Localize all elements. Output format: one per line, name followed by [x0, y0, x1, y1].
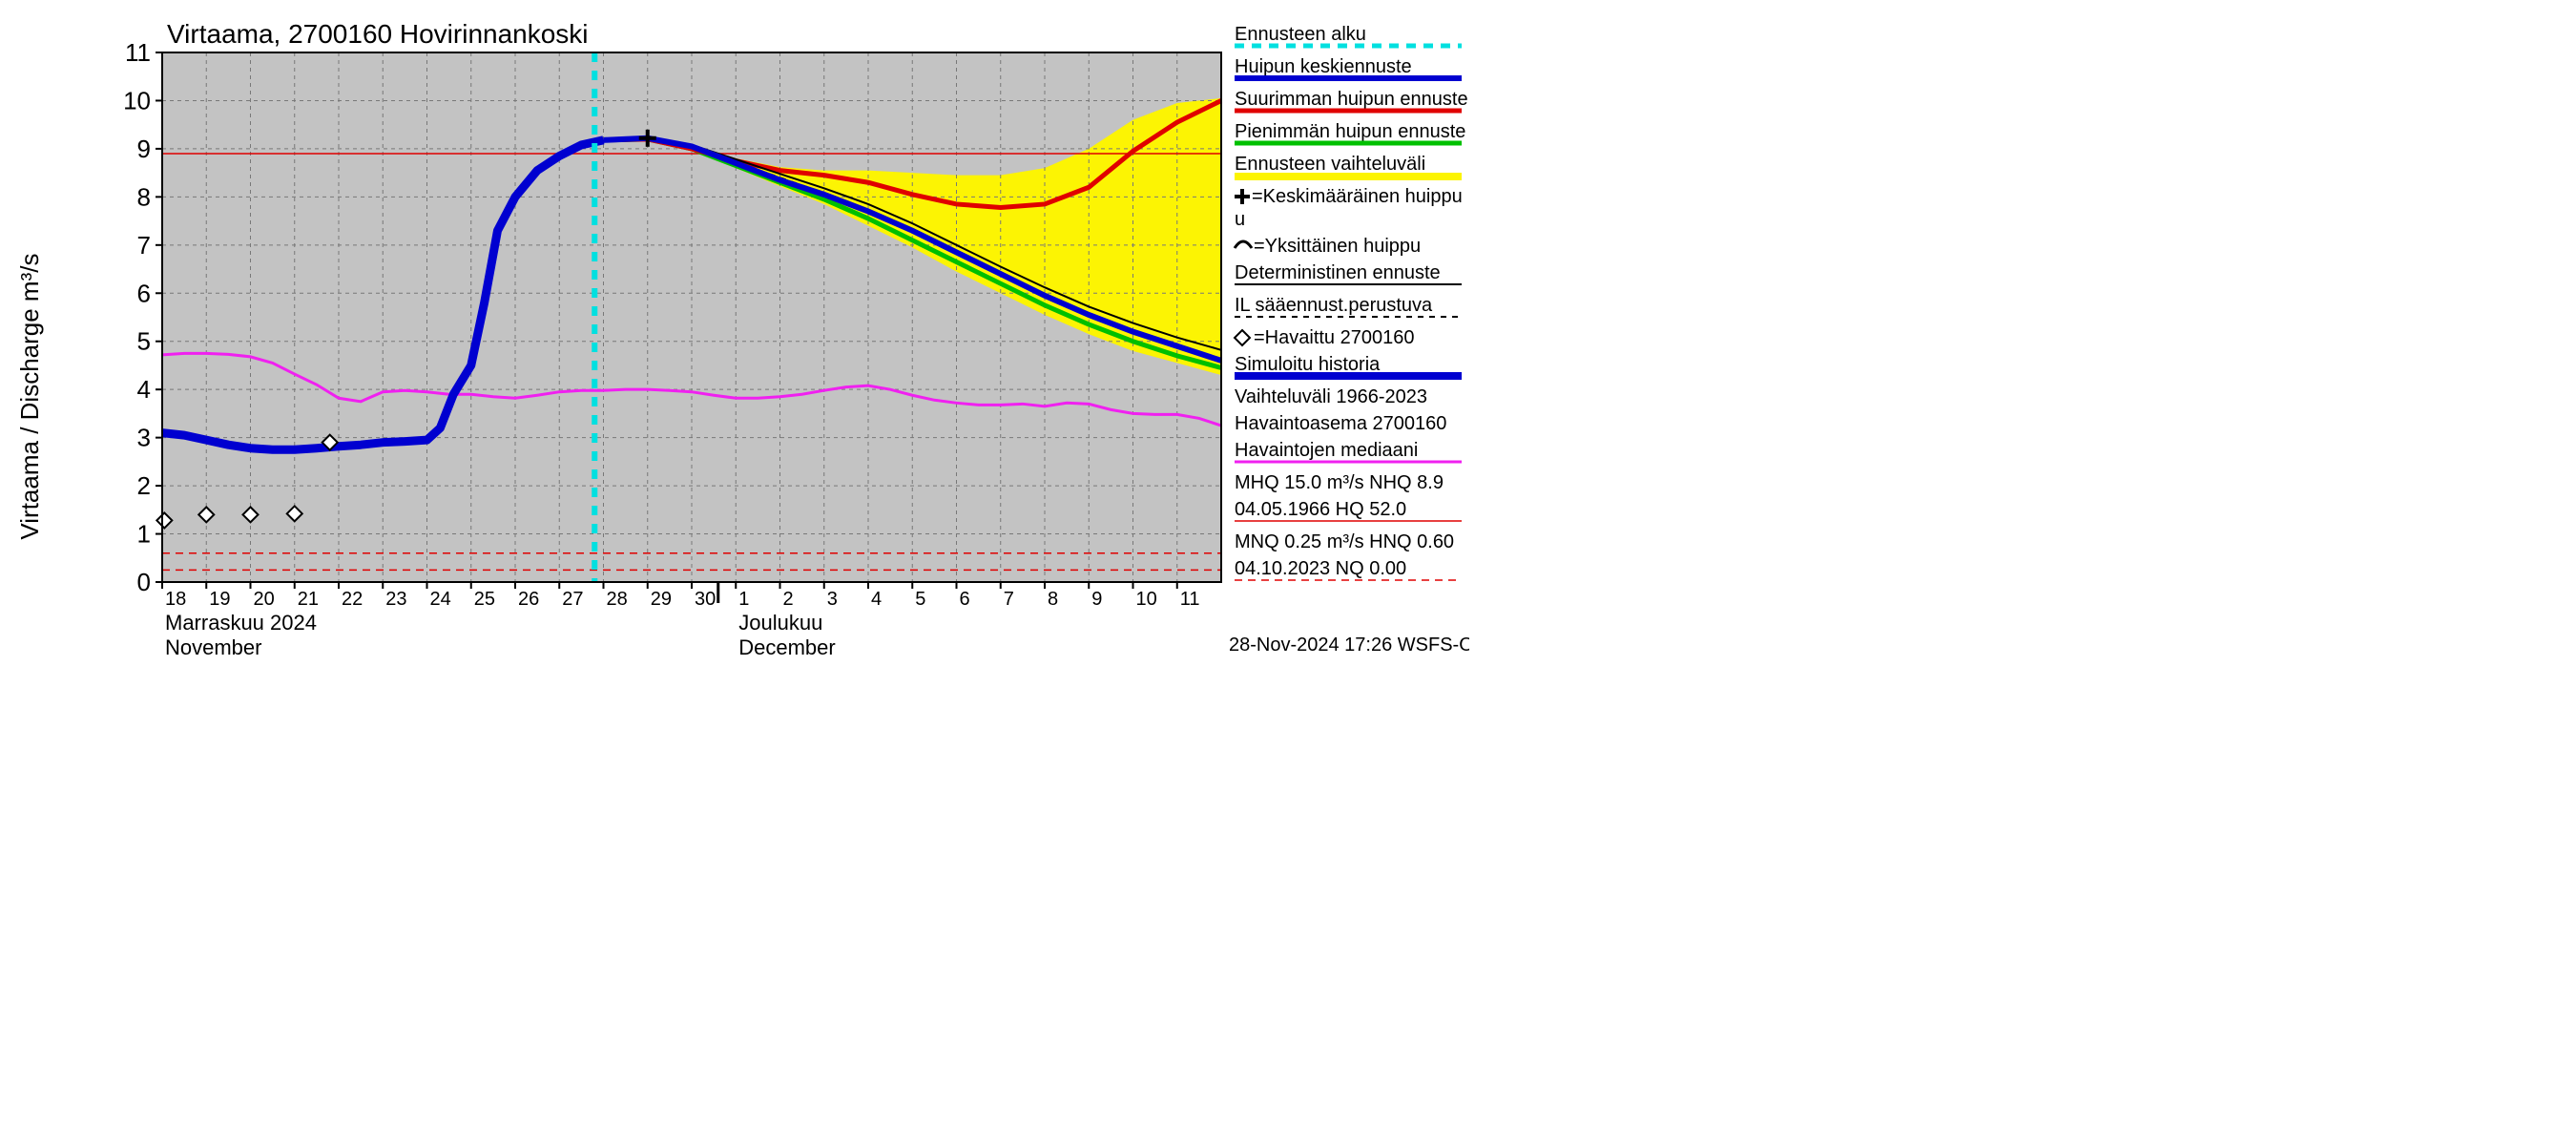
y-axis-label: Virtaama / Discharge m³/s	[15, 254, 44, 540]
legend-label: Simuloitu historia	[1235, 354, 1381, 375]
x-tick-label: 3	[827, 589, 838, 610]
legend-label: Deterministinen ennuste	[1235, 262, 1441, 283]
y-tick-label: 7	[137, 231, 151, 260]
legend-label: Ennusteen vaihteluväli	[1235, 154, 1425, 175]
legend-label: MNQ 0.25 m³/s HNQ 0.60	[1235, 531, 1454, 552]
x-tick-label: 8	[1048, 589, 1058, 610]
x-tick-label: 29	[651, 589, 672, 610]
legend-label: Ennusteen alku	[1235, 24, 1366, 45]
month-label-fi: Marraskuu 2024	[165, 611, 317, 635]
y-tick-label: 0	[137, 568, 151, 596]
x-tick-label: 23	[385, 589, 406, 610]
footer-timestamp: 28-Nov-2024 17:26 WSFS-O	[1229, 635, 1469, 656]
y-tick-label: 4	[137, 375, 151, 404]
x-tick-label: 5	[915, 589, 925, 610]
x-tick-label: 6	[960, 589, 970, 610]
y-tick-label: 6	[137, 279, 151, 307]
y-tick-label: 3	[137, 424, 151, 452]
x-tick-label: 24	[430, 589, 451, 610]
legend-label: Havaintoasema 2700160	[1235, 413, 1446, 434]
x-tick-label: 21	[298, 589, 319, 610]
x-tick-label: 10	[1136, 589, 1157, 610]
month-label-en: December	[738, 635, 835, 659]
x-tick-label: 26	[518, 589, 539, 610]
legend-label: 04.10.2023 NQ 0.00	[1235, 558, 1406, 579]
y-tick-label: 5	[137, 327, 151, 356]
x-tick-label: 20	[254, 589, 275, 610]
legend-label: Havaintojen mediaani	[1235, 440, 1418, 461]
y-tick-label: 9	[137, 135, 151, 163]
x-tick-label: 28	[607, 589, 628, 610]
legend-label: 04.05.1966 HQ 52.0	[1235, 499, 1406, 520]
legend-label: Pienimmän huipun ennuste	[1235, 121, 1465, 142]
y-tick-label: 11	[125, 38, 151, 67]
month-label-fi: Joulukuu	[738, 611, 822, 635]
legend-label: u	[1235, 209, 1245, 230]
x-tick-label: 2	[783, 589, 794, 610]
month-label-en: November	[165, 635, 261, 659]
x-tick-label: 1	[738, 589, 749, 610]
x-tick-label: 4	[871, 589, 882, 610]
legend-label: Huipun keskiennuste	[1235, 56, 1412, 77]
y-tick-label: 1	[137, 520, 151, 549]
x-tick-label: 30	[695, 589, 716, 610]
discharge-chart: 0123456789101118192021222324252627282930…	[0, 0, 1469, 668]
x-tick-label: 22	[342, 589, 363, 610]
x-tick-label: 9	[1091, 589, 1102, 610]
x-tick-label: 25	[474, 589, 495, 610]
legend-label: Vaihteluväli 1966-2023	[1235, 386, 1427, 407]
y-tick-label: 8	[137, 182, 151, 211]
x-tick-label: 11	[1180, 589, 1200, 610]
legend-label: MHQ 15.0 m³/s NHQ 8.9	[1235, 472, 1444, 493]
x-tick-label: 7	[1004, 589, 1014, 610]
chart-title: Virtaama, 2700160 Hovirinnankoski	[167, 19, 589, 49]
y-tick-label: 2	[137, 471, 151, 500]
legend-label: Suurimman huipun ennuste	[1235, 89, 1468, 110]
x-tick-label: 18	[165, 589, 186, 610]
legend-label: =Yksittäinen huippu	[1254, 236, 1421, 257]
legend-label: =Havaittu 2700160	[1254, 327, 1414, 348]
legend-label: IL sääennust.perustuva	[1235, 295, 1433, 316]
legend-label: =Keskimääräinen huippu	[1252, 186, 1463, 207]
x-tick-label: 27	[562, 589, 583, 610]
x-tick-label: 19	[209, 589, 230, 610]
y-tick-label: 10	[123, 86, 151, 114]
